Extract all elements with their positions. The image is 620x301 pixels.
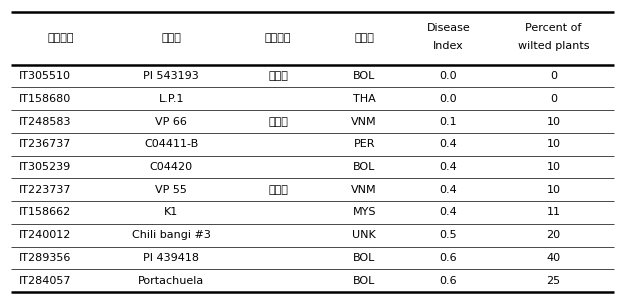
Text: K1: K1 xyxy=(164,207,179,217)
Text: IT305510: IT305510 xyxy=(19,71,71,81)
Text: IT240012: IT240012 xyxy=(19,230,71,240)
Text: 10: 10 xyxy=(547,162,560,172)
Text: IT158662: IT158662 xyxy=(19,207,71,217)
Text: C04420: C04420 xyxy=(149,162,193,172)
Text: VNM: VNM xyxy=(352,185,377,195)
Text: THA: THA xyxy=(353,94,376,104)
Text: 0.4: 0.4 xyxy=(440,139,458,149)
Text: IT248583: IT248583 xyxy=(19,116,71,126)
Text: 자원번호: 자원번호 xyxy=(48,33,74,43)
Text: IT158680: IT158680 xyxy=(19,94,71,104)
Text: Disease: Disease xyxy=(427,23,471,33)
Text: IT223737: IT223737 xyxy=(19,185,71,195)
Text: 0.0: 0.0 xyxy=(440,71,458,81)
Text: Percent of: Percent of xyxy=(525,23,582,33)
Text: 0.0: 0.0 xyxy=(440,94,458,104)
Text: 0: 0 xyxy=(550,71,557,81)
Text: C04411-B: C04411-B xyxy=(144,139,198,149)
Text: 자원명: 자원명 xyxy=(161,33,181,43)
Text: 10: 10 xyxy=(547,139,560,149)
Text: 0.4: 0.4 xyxy=(440,207,458,217)
Text: 0.5: 0.5 xyxy=(440,230,458,240)
Text: 원산지: 원산지 xyxy=(354,33,374,43)
Text: 40: 40 xyxy=(546,253,560,263)
Text: 0.1: 0.1 xyxy=(440,116,458,126)
Text: UNK: UNK xyxy=(352,230,376,240)
Text: IT284057: IT284057 xyxy=(19,276,71,286)
Text: MYS: MYS xyxy=(352,207,376,217)
Text: IT236737: IT236737 xyxy=(19,139,71,149)
Text: 0: 0 xyxy=(550,94,557,104)
Text: 25: 25 xyxy=(546,276,560,286)
Text: wilted plants: wilted plants xyxy=(518,41,589,51)
Text: BOL: BOL xyxy=(353,253,375,263)
Text: Portachuela: Portachuela xyxy=(138,276,205,286)
Text: PI 439418: PI 439418 xyxy=(143,253,199,263)
Text: VNM: VNM xyxy=(352,116,377,126)
Text: PI 543193: PI 543193 xyxy=(143,71,199,81)
Text: IT305239: IT305239 xyxy=(19,162,71,172)
Text: BOL: BOL xyxy=(353,71,375,81)
Text: Chili bangi #3: Chili bangi #3 xyxy=(132,230,211,240)
Text: 20: 20 xyxy=(546,230,560,240)
Text: VP 55: VP 55 xyxy=(156,185,187,195)
Text: Index: Index xyxy=(433,41,464,51)
Text: 10: 10 xyxy=(547,185,560,195)
Text: BOL: BOL xyxy=(353,162,375,172)
Text: 0.4: 0.4 xyxy=(440,162,458,172)
Text: 11: 11 xyxy=(547,207,560,217)
Text: VP 66: VP 66 xyxy=(156,116,187,126)
Text: 재래종: 재래종 xyxy=(268,185,288,195)
Text: 0.6: 0.6 xyxy=(440,276,458,286)
Text: PER: PER xyxy=(353,139,375,149)
Text: 재배형: 재배형 xyxy=(268,71,288,81)
Text: 0.4: 0.4 xyxy=(440,185,458,195)
Text: 재래종: 재래종 xyxy=(268,116,288,126)
Text: IT289356: IT289356 xyxy=(19,253,71,263)
Text: 자원구분: 자원구분 xyxy=(265,33,291,43)
Text: 0.6: 0.6 xyxy=(440,253,458,263)
Text: 10: 10 xyxy=(547,116,560,126)
Text: L.P.1: L.P.1 xyxy=(159,94,184,104)
Text: BOL: BOL xyxy=(353,276,375,286)
